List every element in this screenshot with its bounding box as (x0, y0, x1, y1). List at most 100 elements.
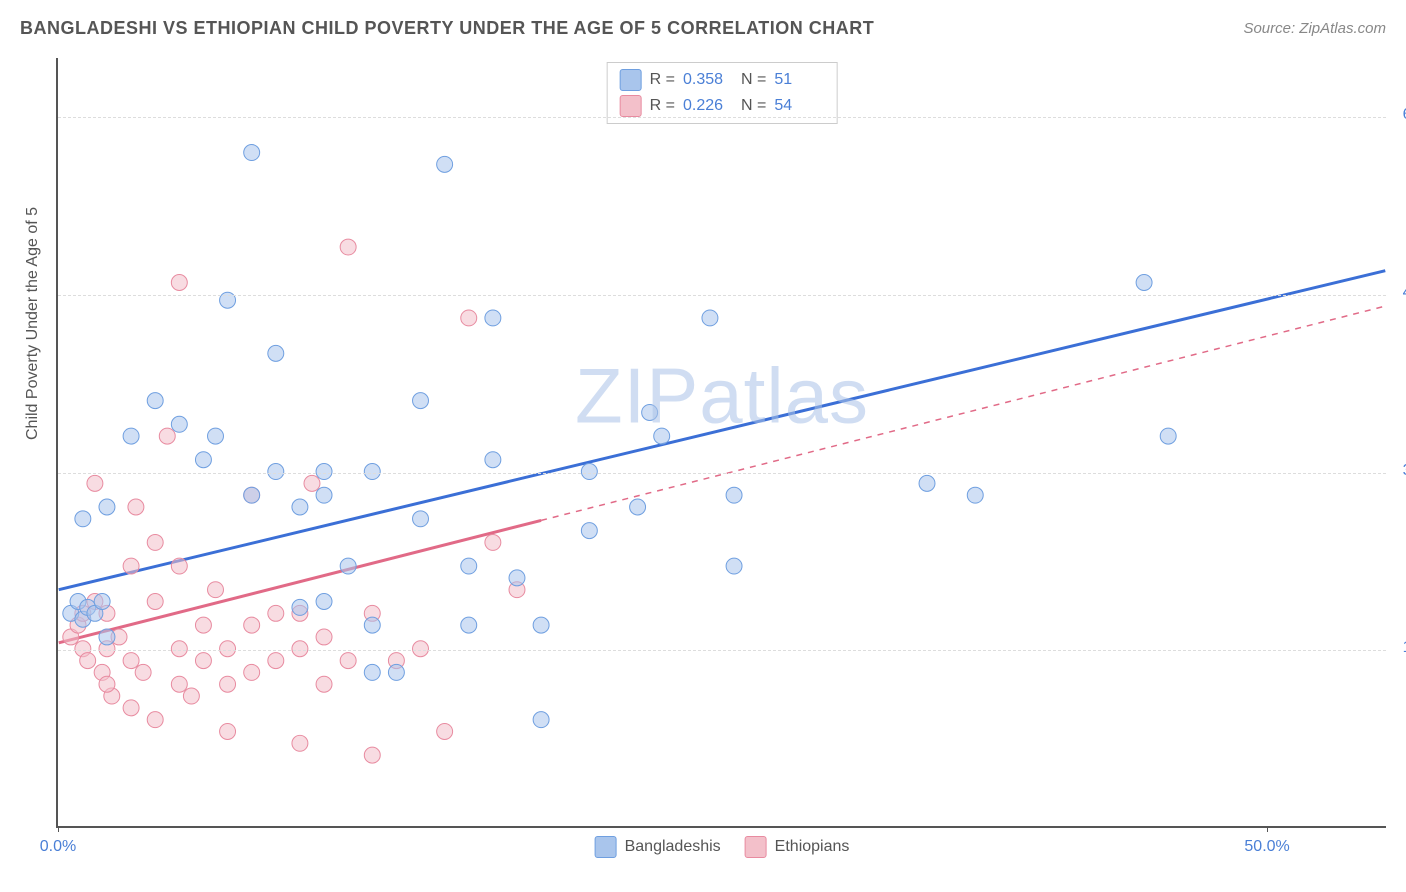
data-point (147, 534, 163, 550)
title-bar: BANGLADESHI VS ETHIOPIAN CHILD POVERTY U… (20, 18, 1386, 39)
data-point (581, 464, 597, 480)
data-point (123, 558, 139, 574)
data-point (485, 452, 501, 468)
data-point (919, 475, 935, 491)
data-point (642, 404, 658, 420)
data-point (485, 310, 501, 326)
trend-line-dashed-Ethiopians (541, 306, 1385, 520)
data-point (461, 617, 477, 633)
plot-area: ZIPatlas R = 0.358 N = 51 R = 0.226 N = … (56, 58, 1386, 828)
data-point (1160, 428, 1176, 444)
data-point (316, 676, 332, 692)
data-point (340, 653, 356, 669)
data-point (220, 641, 236, 657)
data-point (461, 558, 477, 574)
legend-item-1: Bangladeshis (595, 836, 721, 858)
xtick (1267, 826, 1268, 832)
n-value-2: 54 (774, 97, 824, 115)
data-point (123, 700, 139, 716)
legend-label-1: Bangladeshis (625, 838, 721, 856)
gridline (58, 650, 1386, 651)
data-point (87, 475, 103, 491)
ytick-label: 15.0% (1403, 639, 1406, 657)
data-point (171, 676, 187, 692)
data-point (183, 688, 199, 704)
data-point (413, 641, 429, 657)
data-point (99, 676, 115, 692)
data-point (316, 594, 332, 610)
data-point (581, 523, 597, 539)
swatch-series-2 (620, 95, 642, 117)
data-point (726, 487, 742, 503)
r-value-2: 0.226 (683, 97, 733, 115)
data-point (340, 558, 356, 574)
data-point (726, 558, 742, 574)
data-point (304, 475, 320, 491)
data-point (147, 712, 163, 728)
data-point (388, 664, 404, 680)
data-point (533, 712, 549, 728)
n-value-1: 51 (774, 71, 824, 89)
data-point (171, 641, 187, 657)
data-point (702, 310, 718, 326)
data-point (364, 664, 380, 680)
data-point (1136, 275, 1152, 291)
data-point (364, 464, 380, 480)
data-point (364, 747, 380, 763)
data-point (159, 428, 175, 444)
data-point (413, 393, 429, 409)
data-point (195, 653, 211, 669)
data-point (654, 428, 670, 444)
legend-bottom: Bangladeshis Ethiopians (595, 836, 850, 858)
data-point (244, 487, 260, 503)
data-point (208, 582, 224, 598)
data-point (413, 511, 429, 527)
data-point (268, 653, 284, 669)
legend-stats-row-1: R = 0.358 N = 51 (620, 67, 825, 93)
trend-line-Bangladeshis (59, 271, 1386, 590)
ytick-label: 60.0% (1403, 106, 1406, 124)
data-point (128, 499, 144, 515)
data-point (208, 428, 224, 444)
legend-stats: R = 0.358 N = 51 R = 0.226 N = 54 (607, 62, 838, 124)
data-point (123, 653, 139, 669)
data-point (967, 487, 983, 503)
data-point (99, 499, 115, 515)
data-point (292, 735, 308, 751)
r-label: R = (650, 71, 675, 89)
data-point (220, 723, 236, 739)
data-point (171, 416, 187, 432)
swatch-series-1b (595, 836, 617, 858)
data-point (268, 345, 284, 361)
data-point (292, 641, 308, 657)
data-point (80, 653, 96, 669)
data-point (268, 464, 284, 480)
n-label: N = (741, 71, 766, 89)
data-point (244, 145, 260, 161)
xtick-label: 50.0% (1244, 838, 1289, 856)
data-point (364, 617, 380, 633)
gridline (58, 117, 1386, 118)
data-point (244, 617, 260, 633)
data-point (461, 310, 477, 326)
r-value-1: 0.358 (683, 71, 733, 89)
legend-stats-row-2: R = 0.226 N = 54 (620, 93, 825, 119)
data-point (135, 664, 151, 680)
data-point (316, 629, 332, 645)
data-point (94, 594, 110, 610)
gridline (58, 295, 1386, 296)
data-point (123, 428, 139, 444)
data-point (195, 617, 211, 633)
legend-label-2: Ethiopians (775, 838, 850, 856)
r-label: R = (650, 97, 675, 115)
legend-item-2: Ethiopians (745, 836, 850, 858)
chart-title: BANGLADESHI VS ETHIOPIAN CHILD POVERTY U… (20, 18, 874, 39)
data-point (171, 275, 187, 291)
data-point (509, 570, 525, 586)
gridline (58, 473, 1386, 474)
xtick-label: 0.0% (40, 838, 76, 856)
data-point (75, 511, 91, 527)
data-point (99, 629, 115, 645)
data-point (316, 487, 332, 503)
swatch-series-1 (620, 69, 642, 91)
